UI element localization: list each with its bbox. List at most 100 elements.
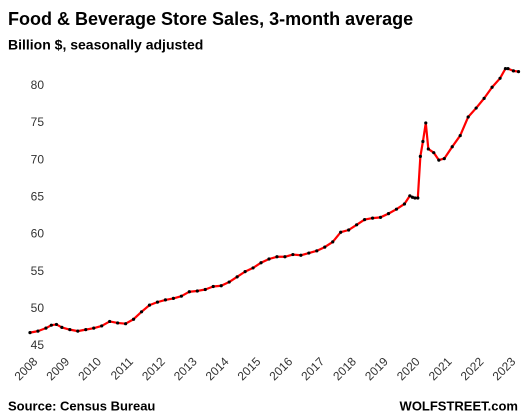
x-tick-label: 2017 xyxy=(298,354,327,383)
x-tick-label: 2013 xyxy=(171,354,200,383)
point xyxy=(378,215,383,219)
point xyxy=(370,216,375,220)
point xyxy=(402,202,407,206)
point xyxy=(49,323,53,327)
point xyxy=(171,296,175,301)
point xyxy=(498,76,502,80)
x-tick-label: 2021 xyxy=(426,354,455,383)
x-tick-label: 2015 xyxy=(235,354,264,383)
point xyxy=(44,326,48,330)
y-tick-label: 55 xyxy=(31,264,45,278)
x-tick-label: 2018 xyxy=(330,354,359,383)
y-tick-label: 80 xyxy=(31,78,45,92)
x-tick-label: 2011 xyxy=(108,354,136,382)
point xyxy=(76,329,80,333)
point xyxy=(227,280,231,284)
point xyxy=(291,252,295,257)
y-tick-label: 50 xyxy=(31,301,45,315)
point xyxy=(363,217,367,222)
point xyxy=(147,303,152,307)
point xyxy=(424,121,428,125)
x-tick-label: 2022 xyxy=(458,354,487,383)
point xyxy=(307,251,311,255)
point xyxy=(490,85,494,89)
point xyxy=(36,329,40,333)
x-tick-label: 2023 xyxy=(490,354,519,383)
point xyxy=(179,294,183,298)
point xyxy=(259,261,263,265)
point xyxy=(355,223,359,227)
point xyxy=(92,326,96,330)
point xyxy=(450,145,454,149)
x-tick-label: 2010 xyxy=(75,354,104,383)
point xyxy=(299,253,303,257)
point xyxy=(421,139,425,144)
point xyxy=(100,324,104,328)
y-tick-label: 70 xyxy=(31,152,45,166)
x-tick-label: 2008 xyxy=(12,354,41,383)
point xyxy=(211,284,215,289)
point xyxy=(68,328,72,332)
point xyxy=(386,212,391,216)
line xyxy=(29,67,519,334)
point xyxy=(243,270,247,274)
y-tick-label: 45 xyxy=(31,338,45,352)
source: Source: Census Bureau xyxy=(8,398,155,413)
point xyxy=(437,158,441,162)
point xyxy=(187,290,191,294)
x-tick-label: 2012 xyxy=(139,354,168,383)
point xyxy=(331,240,335,244)
point xyxy=(28,331,32,335)
point xyxy=(54,322,59,327)
point xyxy=(60,325,64,330)
x-tick-label: 2014 xyxy=(203,354,232,383)
y-tick-label: 75 xyxy=(31,115,45,129)
point xyxy=(426,147,430,151)
point xyxy=(139,310,144,314)
point xyxy=(267,257,271,261)
point xyxy=(482,96,486,100)
point xyxy=(408,194,412,198)
point xyxy=(283,255,287,259)
point xyxy=(516,70,521,74)
point xyxy=(131,317,136,321)
y-tick-label: 60 xyxy=(31,227,45,241)
chart-title: Food & Beverage Store Sales, 3-month ave… xyxy=(8,9,413,29)
point xyxy=(84,328,88,332)
point xyxy=(124,322,128,326)
point xyxy=(163,298,168,302)
point xyxy=(410,195,414,199)
point xyxy=(413,196,417,200)
point xyxy=(432,151,436,155)
point xyxy=(195,289,199,293)
point xyxy=(418,154,422,158)
point xyxy=(503,67,508,71)
y-tick-label: 65 xyxy=(31,189,45,203)
credit: WOLFSTREET.com xyxy=(400,398,518,413)
x-tick-label: 2009 xyxy=(43,354,72,383)
point xyxy=(394,207,399,211)
point xyxy=(155,300,160,304)
point xyxy=(458,133,462,138)
point xyxy=(116,321,120,325)
point xyxy=(416,196,420,200)
point xyxy=(347,228,351,232)
point xyxy=(219,284,223,288)
chart-subtitle: Billion $, seasonally adjusted xyxy=(8,37,203,53)
point xyxy=(474,106,478,110)
point xyxy=(203,287,207,292)
point xyxy=(235,275,239,279)
x-tick-label: 2020 xyxy=(394,354,423,383)
point xyxy=(506,67,510,71)
point xyxy=(275,255,279,259)
point xyxy=(442,157,446,161)
point xyxy=(251,266,255,270)
point xyxy=(466,115,470,119)
point xyxy=(511,69,516,73)
point xyxy=(315,249,319,253)
point xyxy=(323,245,327,249)
x-tick-label: 2019 xyxy=(362,354,391,383)
point xyxy=(108,319,112,324)
point xyxy=(339,230,343,234)
